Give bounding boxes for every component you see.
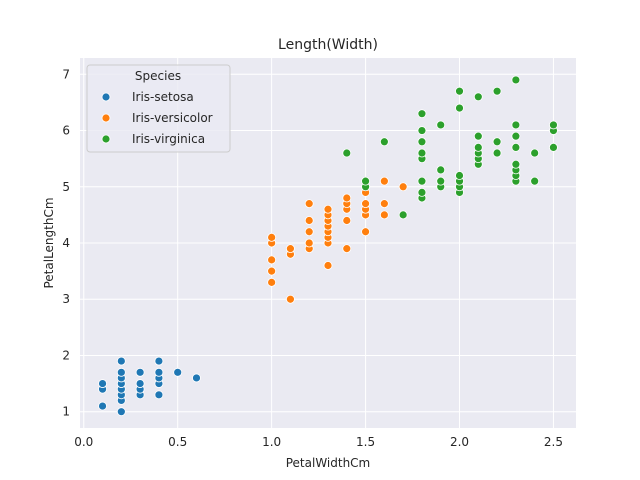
data-point — [379, 137, 389, 147]
data-point — [116, 407, 126, 417]
legend-marker — [101, 113, 111, 123]
data-point — [436, 176, 446, 186]
data-point — [398, 210, 408, 220]
data-point — [417, 148, 427, 158]
series-iris-virginica — [342, 75, 558, 220]
data-point — [154, 390, 164, 400]
data-point — [304, 227, 314, 237]
data-point — [417, 137, 427, 147]
x-tick-label: 2.0 — [450, 435, 469, 449]
data-point — [417, 187, 427, 197]
x-tick-label: 1.5 — [356, 435, 375, 449]
y-tick-labels: 1 2 3 4 5 6 7 — [62, 67, 70, 418]
data-point — [304, 238, 314, 248]
data-point — [323, 204, 333, 214]
data-point — [511, 143, 521, 152]
data-point — [530, 176, 540, 186]
legend-label: Iris-versicolor — [132, 111, 213, 125]
data-point — [286, 244, 295, 254]
legend-items: Iris-setosa Iris-versicolor Iris-virginica — [101, 90, 213, 146]
y-tick-label: 3 — [62, 292, 70, 306]
data-point — [473, 92, 483, 102]
data-point — [154, 367, 164, 377]
data-point — [361, 227, 370, 237]
data-point — [342, 148, 352, 158]
chart-title: Length(Width) — [278, 37, 378, 53]
data-point — [511, 120, 521, 130]
data-point — [98, 401, 107, 411]
data-point — [492, 137, 502, 147]
series-iris-setosa — [98, 356, 201, 417]
data-point — [304, 199, 314, 209]
data-point — [267, 232, 277, 242]
data-point — [342, 216, 352, 225]
y-tick-label: 5 — [62, 180, 70, 194]
data-point — [549, 120, 558, 130]
x-tick-label: 1.0 — [262, 435, 281, 449]
legend: Species Iris-setosa Iris-versicolor Iris-v… — [86, 64, 231, 153]
data-point — [511, 75, 521, 85]
data-point — [417, 126, 427, 135]
data-points — [98, 75, 558, 417]
legend-title: Species — [135, 69, 181, 83]
legend-marker — [101, 134, 111, 144]
x-axis-label: PetalWidthCm — [286, 456, 371, 470]
data-point — [267, 255, 277, 265]
data-point — [192, 373, 201, 383]
data-point — [398, 182, 408, 192]
data-point — [492, 148, 502, 158]
data-point — [455, 171, 464, 180]
y-axis-label: PetalLengthCm — [42, 197, 56, 288]
x-tick-label: 0.0 — [74, 435, 93, 449]
data-point — [436, 120, 446, 130]
data-point — [417, 109, 427, 119]
data-point — [173, 367, 183, 377]
data-point — [511, 159, 521, 169]
data-point — [379, 210, 389, 220]
data-point — [455, 86, 464, 96]
data-point — [116, 367, 126, 377]
data-point — [549, 143, 558, 152]
data-point — [116, 356, 126, 366]
data-point — [530, 148, 540, 158]
legend-marker — [101, 92, 111, 102]
data-point — [511, 131, 521, 141]
data-point — [342, 244, 352, 254]
data-point — [267, 277, 277, 287]
y-tick-label: 2 — [62, 348, 70, 362]
data-point — [154, 356, 164, 366]
y-tick-label: 1 — [62, 405, 70, 419]
data-point — [379, 176, 389, 186]
data-point — [135, 379, 145, 388]
legend-box — [86, 64, 231, 153]
legend-label: Iris-virginica — [132, 132, 205, 146]
data-point — [361, 176, 370, 186]
y-tick-label: 4 — [62, 236, 70, 250]
data-point — [98, 379, 107, 388]
y-tick-label: 7 — [62, 67, 70, 81]
data-point — [135, 367, 145, 377]
data-point — [286, 294, 295, 304]
data-point — [455, 103, 464, 113]
data-point — [323, 261, 333, 270]
data-point — [492, 86, 502, 96]
data-point — [436, 165, 446, 175]
legend-label: Iris-setosa — [132, 90, 194, 104]
x-tick-labels: 0.0 0.5 1.0 1.5 2.0 2.5 — [74, 435, 563, 449]
data-point — [417, 176, 427, 186]
data-point — [342, 193, 352, 203]
x-tick-label: 0.5 — [168, 435, 187, 449]
data-point — [379, 199, 389, 209]
data-point — [361, 199, 370, 209]
data-point — [473, 131, 483, 141]
data-point — [267, 266, 277, 276]
data-point — [304, 216, 314, 225]
y-tick-label: 6 — [62, 124, 70, 138]
data-point — [473, 143, 483, 152]
x-tick-label: 2.5 — [544, 435, 563, 449]
